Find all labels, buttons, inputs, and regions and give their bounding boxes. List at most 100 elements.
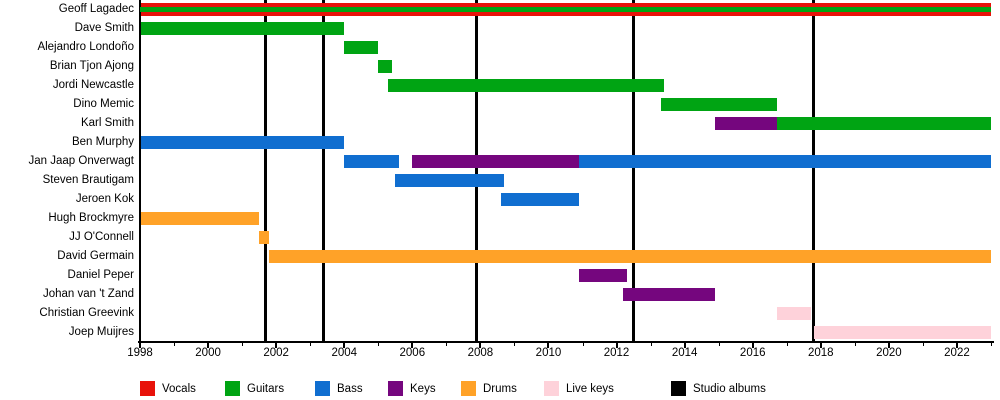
member-label: Johan van 't Zand xyxy=(42,288,134,300)
x-tick-label: 2020 xyxy=(876,347,902,359)
legend-label: Keys xyxy=(410,383,436,395)
timeline-bar-bass xyxy=(579,155,991,168)
x-tick-label: 2008 xyxy=(467,347,494,359)
legend-label: Studio albums xyxy=(693,383,766,395)
major-tick xyxy=(343,342,346,348)
timeline-bar-keys xyxy=(715,117,777,130)
member-label: Jeroen Kok xyxy=(75,193,134,205)
timeline-bar-keys xyxy=(412,155,580,168)
major-tick xyxy=(683,342,686,348)
major-tick xyxy=(819,342,822,348)
timeline-bar-guitars xyxy=(378,60,392,73)
studio-album-line xyxy=(632,0,636,342)
major-tick xyxy=(547,342,550,348)
timeline-bar-bass xyxy=(344,155,399,168)
x-tick-label: 2006 xyxy=(399,347,426,359)
minor-tick xyxy=(242,342,244,346)
minor-tick xyxy=(854,342,856,346)
minor-tick xyxy=(378,342,380,346)
member-label: JJ O'Connell xyxy=(69,231,134,243)
member-label: Joep Muijres xyxy=(68,326,134,338)
x-tick-label: 2010 xyxy=(535,347,562,359)
minor-tick xyxy=(514,342,516,346)
minor-tick xyxy=(582,342,584,346)
major-tick xyxy=(955,342,958,348)
member-label: Daniel Peper xyxy=(67,269,134,281)
member-label: Geoff Lagadec xyxy=(58,3,134,15)
member-label: David Germain xyxy=(57,250,134,262)
x-axis-line xyxy=(138,341,994,343)
major-tick xyxy=(275,342,278,348)
legend-swatch-guitars xyxy=(225,381,240,396)
major-tick xyxy=(751,342,754,348)
major-tick xyxy=(411,342,414,348)
member-label: Dino Memic xyxy=(73,98,134,110)
major-tick xyxy=(887,342,890,348)
legend-swatch-albums xyxy=(671,381,686,396)
minor-tick xyxy=(174,342,176,346)
x-tick-label: 2002 xyxy=(263,347,289,359)
member-label: Ben Murphy xyxy=(71,136,134,148)
timeline-bar-guitars xyxy=(140,7,991,12)
x-tick-label: 1998 xyxy=(127,347,153,359)
timeline-bar-guitars xyxy=(344,41,379,54)
minor-tick xyxy=(310,342,312,346)
studio-album-line xyxy=(322,0,326,342)
timeline-bar-guitars xyxy=(388,79,665,92)
x-tick-label: 2022 xyxy=(944,347,970,359)
legend-label: Drums xyxy=(483,383,517,395)
timeline-bar-live_keys xyxy=(813,326,991,339)
legend-swatch-live_keys xyxy=(544,381,559,396)
timeline-bar-drums xyxy=(269,250,991,263)
member-label: Jordi Newcastle xyxy=(52,79,134,91)
legend-label: Vocals xyxy=(162,383,196,395)
y-axis-line xyxy=(139,0,141,342)
legend-swatch-bass xyxy=(315,381,330,396)
x-tick-label: 2018 xyxy=(808,347,834,359)
timeline-bar-keys xyxy=(623,288,716,301)
member-label: Christian Greevink xyxy=(39,307,134,319)
minor-tick xyxy=(786,342,788,346)
minor-tick xyxy=(446,342,448,346)
x-tick-label: 2012 xyxy=(603,347,630,359)
x-tick-label: 2004 xyxy=(331,347,358,359)
timeline-bar-bass xyxy=(140,136,345,149)
legend-label: Bass xyxy=(337,383,363,395)
minor-tick xyxy=(718,342,720,346)
x-tick-label: 2014 xyxy=(671,347,698,359)
timeline-bar-guitars xyxy=(660,98,777,111)
timeline-bar-drums xyxy=(140,212,260,225)
legend-swatch-vocals xyxy=(140,381,155,396)
legend-label: Live keys xyxy=(566,383,614,395)
timeline-bar-bass xyxy=(395,174,505,187)
member-label: Steven Brautigam xyxy=(42,174,134,186)
minor-tick xyxy=(922,342,924,346)
x-tick-label: 2016 xyxy=(739,347,766,359)
minor-tick xyxy=(650,342,652,346)
x-tick-label: 2000 xyxy=(195,347,221,359)
timeline-bar-guitars xyxy=(776,117,991,130)
member-label: Alejandro Londoño xyxy=(37,41,134,53)
studio-album-line xyxy=(264,0,268,342)
timeline-bar-bass xyxy=(500,193,580,206)
studio-album-line xyxy=(475,0,479,342)
member-label: Hugh Brockmyre xyxy=(48,212,134,224)
major-tick xyxy=(139,342,141,348)
timeline-bar-guitars xyxy=(140,22,345,35)
major-tick xyxy=(615,342,618,348)
timeline-bar-live_keys xyxy=(776,307,811,320)
timeline-bar-drums xyxy=(259,231,270,244)
major-tick xyxy=(207,342,210,348)
plot-area xyxy=(140,0,991,342)
member-label: Dave Smith xyxy=(74,22,134,34)
minor-tick xyxy=(991,342,992,346)
member-label: Brian Tjon Ajong xyxy=(49,60,134,72)
major-tick xyxy=(479,342,482,348)
legend-swatch-drums xyxy=(461,381,476,396)
member-label: Karl Smith xyxy=(80,117,134,129)
member-label: Jan Jaap Onverwagt xyxy=(28,155,134,167)
legend-swatch-keys xyxy=(388,381,403,396)
legend-label: Guitars xyxy=(247,383,285,395)
timeline-bar-keys xyxy=(579,269,627,282)
